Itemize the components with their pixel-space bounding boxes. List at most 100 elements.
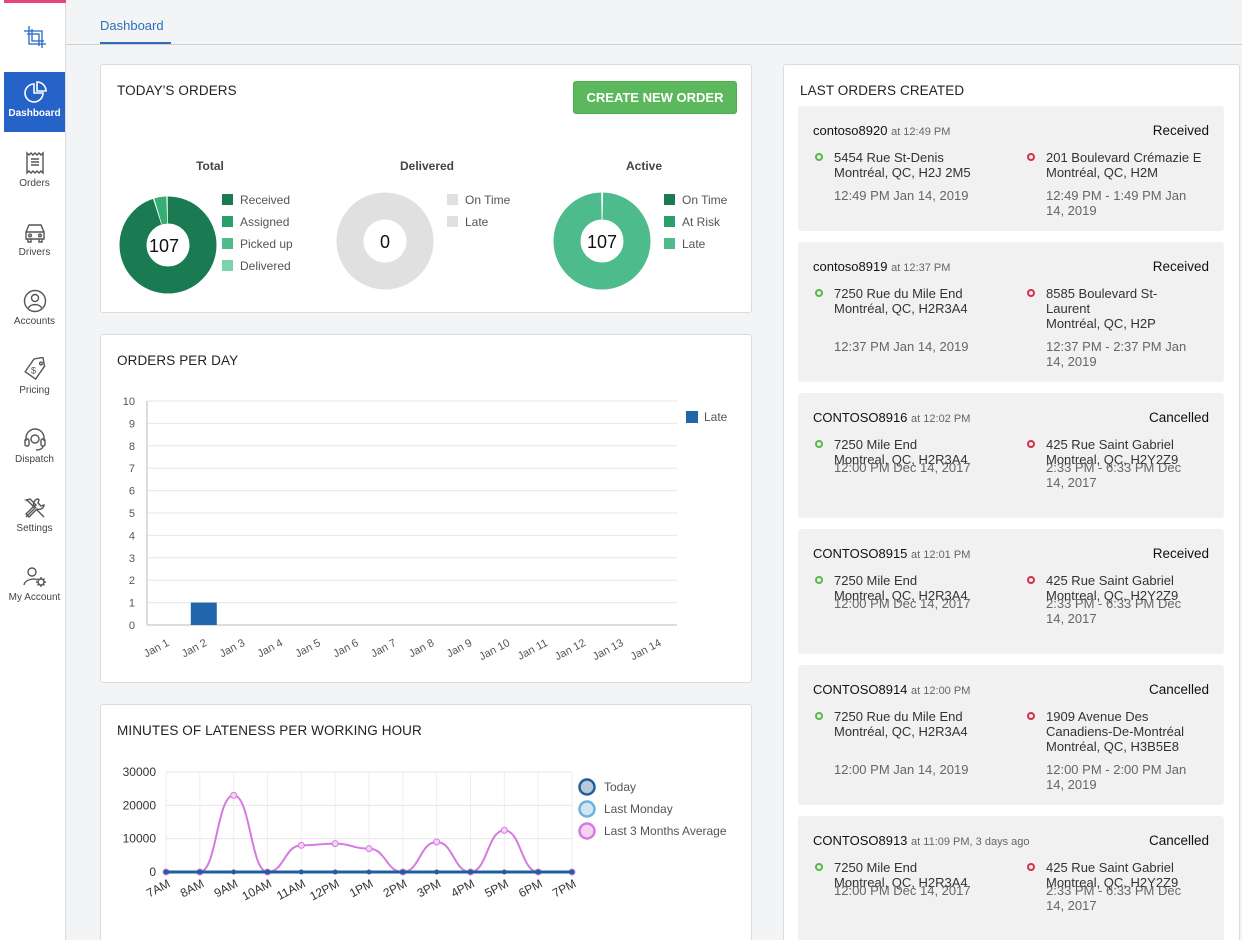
order-id[interactable]: CONTOSO8915 at 12:01 PM: [813, 546, 971, 561]
order-card[interactable]: CONTOSO8915 at 12:01 PM Received 7250 Mile…: [798, 529, 1224, 654]
donut-title: Active: [625, 159, 663, 173]
data-point: [365, 845, 373, 853]
order-status: Cancelled: [1148, 410, 1209, 425]
x-tick-label: 6PM: [516, 876, 544, 900]
pickup-address: 7250 Mile End Montreal, QC, H2R3A4: [834, 437, 968, 467]
tab-dashboard[interactable]: Dashboard: [100, 18, 171, 44]
legend-swatch: [578, 778, 596, 796]
data-point: [332, 869, 338, 875]
x-tick-label: Jan 12: [553, 637, 588, 663]
sidebar-item-orders[interactable]: Orders: [4, 142, 65, 202]
create-new-order-button[interactable]: CREATE NEW ORDER: [573, 81, 737, 114]
y-tick-label: 30000: [123, 765, 157, 779]
orders-per-day-chart: 0 1 2 3 4 5 6 7 8 9 10 Jan 1 Jan 2 Jan 3 Jan 4 Jan 5 Jan…: [123, 396, 728, 663]
pickup-address: 5454 Rue St-Denis Montréal, QC, H2J 2M5: [834, 150, 971, 180]
order-card[interactable]: contoso8920 at 12:49 PM Received 5454 Rue …: [798, 106, 1224, 231]
legend-item[interactable]: Late: [664, 237, 727, 259]
data-point: [366, 869, 372, 875]
sidebar-item-dashboard[interactable]: Dashboard: [4, 72, 65, 132]
x-tick-label: Jan 6: [331, 637, 360, 660]
last-orders-card: LAST ORDERS CREATED contoso8920 at 12:49…: [783, 64, 1240, 940]
order-id[interactable]: contoso8919 at 12:37 PM: [813, 259, 951, 274]
legend-item[interactable]: At Risk: [664, 215, 727, 237]
order-time: at 12:49 PM: [891, 126, 951, 138]
x-tick-label: Jan 11: [516, 637, 550, 663]
order-status: Cancelled: [1148, 833, 1209, 848]
order-id[interactable]: CONTOSO8916 at 12:02 PM: [813, 410, 971, 425]
x-tick-label: Jan 8: [407, 637, 436, 660]
sidebar-item-my-account[interactable]: My Account: [4, 556, 65, 616]
data-point: [197, 869, 203, 875]
order-card[interactable]: CONTOSO8916 at 12:02 PM Cancelled 7250 Mil…: [798, 393, 1224, 518]
card-title: MINUTES OF LATENESS PER WORKING HOUR: [117, 723, 422, 738]
order-id[interactable]: CONTOSO8914 at 12:00 PM: [813, 682, 971, 697]
donut-legend: On Time Late: [447, 193, 510, 237]
y-tick-label: 7: [129, 463, 135, 475]
sidebar-item-label: Pricing: [19, 385, 50, 396]
app-logo[interactable]: [22, 24, 48, 50]
sidebar-item-label: Dispatch: [15, 454, 54, 465]
dropoff-time-window: 12:00 PM - 2:00 PM Jan 14, 2019: [1046, 762, 1187, 792]
order-card[interactable]: CONTOSO8913 at 11:09 PM, 3 days ago Cance…: [798, 816, 1224, 940]
legend-item[interactable]: Assigned: [222, 215, 293, 237]
pickup-dot-icon: [815, 289, 823, 297]
x-tick-label: 7PM: [550, 876, 578, 900]
dropoff-address: 8585 Boulevard St- Laurent Montréal, QC, H…: [1046, 286, 1158, 331]
sidebar-item-label: Accounts: [13, 316, 56, 327]
tab-bar: Dashboard: [66, 0, 1242, 45]
dropoff-time-window: 2:33 PM - 6:33 PM Dec 14, 2017: [1046, 596, 1182, 626]
donut-legend: On Time At Risk Late: [664, 193, 727, 259]
orders-per-day-card: ORDERS PER DAY 0 1 2 3 4 5 6 7 8 9 10 Jan 1 Jan 2 Jan…: [100, 334, 752, 683]
order-id[interactable]: contoso8920 at 12:49 PM: [813, 123, 951, 138]
sidebar-item-drivers[interactable]: Drivers: [4, 211, 65, 271]
data-point: [468, 869, 473, 875]
order-id[interactable]: CONTOSO8913 at 11:09 PM, 3 days ago: [813, 833, 1030, 848]
pickup-time: 12:49 PM Jan 14, 2019: [834, 188, 969, 203]
order-status: Received: [1152, 259, 1209, 274]
donut-title: Delivered: [399, 159, 455, 173]
pickup-time: 12:00 PM Dec 14, 2017: [834, 883, 971, 898]
order-status: Cancelled: [1148, 682, 1209, 697]
legend-item[interactable]: Late: [447, 215, 510, 237]
legend-label: Late: [704, 410, 728, 424]
pickup-dot-icon: [815, 576, 823, 584]
x-tick-label: Jan 10: [477, 637, 512, 663]
dropoff-time-window: 12:49 PM - 1:49 PM Jan 14, 2019: [1046, 188, 1187, 218]
donut-center-value: 0: [380, 232, 390, 252]
data-point: [501, 869, 507, 875]
sidebar-item-dispatch[interactable]: Dispatch: [4, 418, 65, 478]
order-card[interactable]: CONTOSO8914 at 12:00 PM Cancelled 7250 Rue…: [798, 665, 1224, 805]
sidebar-item-pricing[interactable]: $ Pricing: [4, 349, 65, 409]
x-tick-label: Jan 9: [445, 637, 474, 660]
order-card[interactable]: contoso8919 at 12:37 PM Received 7250 Rue …: [798, 242, 1224, 382]
donut-center-value: 107: [587, 232, 617, 252]
legend-swatch: [578, 822, 596, 840]
legend-item[interactable]: Delivered: [222, 259, 293, 281]
x-tick-label: 7AM: [144, 876, 172, 900]
sidebar: Dashboard Orders Drivers Accounts $ Pric…: [0, 0, 66, 940]
data-point: [434, 869, 440, 875]
legend-item[interactable]: Received: [222, 193, 293, 215]
tools-icon: [23, 498, 45, 518]
legend-item[interactable]: On Time: [447, 193, 510, 215]
legend-item[interactable]: Picked up: [222, 237, 293, 259]
card-title: LAST ORDERS CREATED: [800, 83, 965, 98]
dropoff-time-window: 2:33 PM - 6:33 PM Dec 14, 2017: [1046, 883, 1182, 913]
order-time: at 12:02 PM: [911, 413, 971, 425]
data-point: [231, 869, 237, 875]
dropoff-time-window: 2:33 PM - 6:33 PM Dec 14, 2017: [1046, 460, 1182, 490]
order-time: at 12:00 PM: [911, 685, 971, 697]
x-tick-label: Jan 5: [293, 637, 322, 660]
sidebar-item-settings[interactable]: Settings: [4, 487, 65, 547]
x-tick-label: 9AM: [212, 876, 240, 900]
pickup-dot-icon: [815, 440, 823, 448]
sidebar-accent-bar: [4, 0, 66, 3]
data-point: [535, 869, 541, 875]
legend-item[interactable]: On Time: [664, 193, 727, 215]
sidebar-item-label: Orders: [19, 178, 50, 189]
sidebar-item-accounts[interactable]: Accounts: [4, 280, 65, 340]
y-tick-label: 0: [129, 620, 135, 632]
data-point: [569, 869, 575, 875]
sidebar-item-label: Dashboard: [8, 108, 61, 119]
donut-chart-total: 107: [119, 196, 217, 294]
